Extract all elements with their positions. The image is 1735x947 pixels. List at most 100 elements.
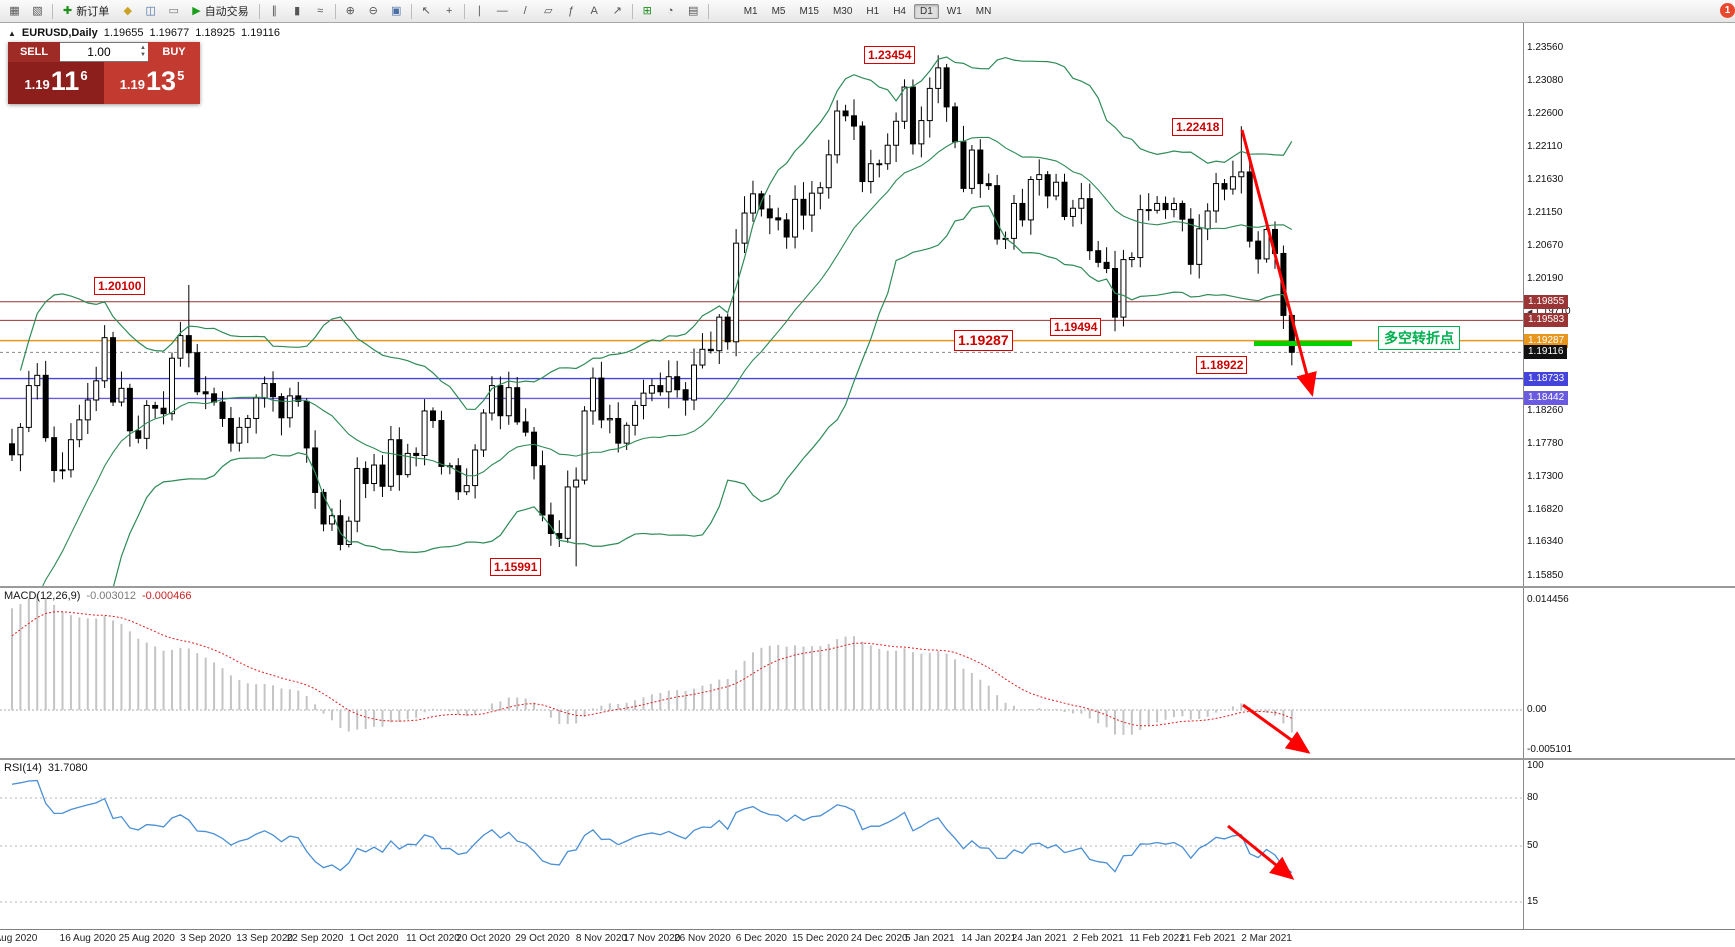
- turning-point-zone[interactable]: [1254, 341, 1352, 346]
- new-order-button[interactable]: ✚ 新订单: [56, 1, 116, 21]
- notification-badge[interactable]: 1: [1720, 3, 1735, 18]
- arrows-icon: ↗: [612, 4, 622, 17]
- candle: [413, 447, 420, 467]
- scale-label: 1.20670: [1527, 239, 1564, 251]
- candlestick-icon[interactable]: ▮: [286, 1, 309, 21]
- navigator-icon[interactable]: ▭: [162, 1, 185, 21]
- buy-button[interactable]: BUY: [148, 42, 200, 62]
- candle: [968, 145, 975, 194]
- toolbar: ▦ ▧ ✚ 新订单 ◆ ◫ ▭ ▶ 自动交易 ∥ ▮ ≈ ⊕ ⊖ ▣ ↖ + ∣ ― / ▱ ƒ A ↗ ⊞ ◔ ▤ M1 M5 M15…: [0, 0, 1735, 23]
- pane-splitter-rsi[interactable]: [0, 758, 1735, 760]
- scale-label: 1.21630: [1527, 174, 1564, 186]
- timeframe-d1[interactable]: D1: [914, 3, 939, 19]
- candle: [472, 444, 479, 499]
- lot-spinner-down-icon[interactable]: ▼: [139, 52, 146, 58]
- price-annotation[interactable]: 1.19287: [954, 330, 1013, 351]
- vertical-line-icon[interactable]: ∣: [468, 1, 491, 21]
- sell-price-tile[interactable]: 1.19 11 6: [8, 62, 104, 104]
- collapse-one-click-icon[interactable]: ▲: [8, 28, 16, 38]
- lot-size-input[interactable]: [60, 44, 138, 60]
- date-label: 8 Nov 2020: [575, 933, 627, 944]
- data-window-icon[interactable]: ◫: [139, 1, 162, 21]
- zoom-in-icon[interactable]: ⊕: [339, 1, 362, 21]
- horizontal-line-icon[interactable]: ―: [491, 1, 514, 21]
- candle: [1255, 231, 1262, 274]
- timeframe-w1[interactable]: W1: [946, 5, 962, 17]
- templates-icon[interactable]: ▤: [682, 1, 705, 21]
- channel-icon[interactable]: ▱: [537, 1, 560, 21]
- candle: [211, 387, 218, 406]
- timeframe-m15[interactable]: M15: [799, 5, 819, 17]
- vertical-line-icon: ∣: [476, 4, 482, 17]
- date-label: 3 Sep 2020: [180, 933, 232, 944]
- date-label: 2 Aug 2020: [0, 933, 38, 944]
- cursor-icon[interactable]: ↖: [415, 1, 438, 21]
- rsi-trend-arrow[interactable]: [1227, 824, 1295, 880]
- candle: [1036, 159, 1043, 196]
- tile-windows-icon[interactable]: ▣: [385, 1, 408, 21]
- sell-button[interactable]: SELL: [8, 42, 60, 62]
- candle: [1238, 126, 1245, 194]
- toolbar-separator: [334, 3, 336, 19]
- zoom-out-icon[interactable]: ⊖: [362, 1, 385, 21]
- timeframes-dropdown-icon[interactable]: ◔: [659, 1, 682, 21]
- line-chart-icon[interactable]: ≈: [309, 1, 332, 21]
- macd-pane[interactable]: [0, 588, 1523, 758]
- price-annotation[interactable]: 1.20100: [94, 277, 146, 296]
- candle: [270, 371, 277, 412]
- candle: [160, 391, 167, 425]
- bar-chart-icon[interactable]: ∥: [263, 1, 286, 21]
- candle: [918, 106, 925, 158]
- macd-trend-arrow[interactable]: [1242, 703, 1311, 754]
- buy-price-tile[interactable]: 1.19 13 5: [104, 62, 200, 104]
- date-label: 5 Jan 2021: [905, 933, 955, 944]
- new-chart-icon: ▦: [9, 4, 20, 17]
- profiles-icon[interactable]: ▧: [26, 1, 49, 21]
- candle: [1019, 188, 1026, 227]
- candle: [118, 371, 125, 407]
- line-chart-icon: ≈: [317, 4, 324, 17]
- timeframe-m30[interactable]: M30: [832, 5, 853, 17]
- candle: [194, 344, 201, 396]
- macd-signal-line: [11, 611, 1293, 727]
- lot-spinner-up-icon[interactable]: ▲: [139, 45, 146, 51]
- new-chart-icon[interactable]: ▦: [3, 1, 26, 21]
- data-window-icon: ◫: [145, 4, 156, 17]
- rsi-pane[interactable]: [0, 760, 1523, 928]
- timeframe-mn[interactable]: MN: [975, 5, 992, 17]
- trendline-icon[interactable]: /: [514, 1, 537, 21]
- turning-point-text-annotation[interactable]: 多空转折点: [1378, 326, 1460, 350]
- candle: [589, 367, 596, 425]
- price-annotation[interactable]: 1.23454: [864, 46, 916, 65]
- trend-arrow-down[interactable]: [1240, 129, 1317, 397]
- arrows-icon[interactable]: ↗: [606, 1, 629, 21]
- timeframe-h4[interactable]: H4: [893, 5, 906, 17]
- main-chart-pane[interactable]: [0, 22, 1523, 586]
- candle: [286, 387, 293, 428]
- price-annotation[interactable]: 1.22418: [1172, 118, 1224, 137]
- price-annotation[interactable]: 1.15991: [490, 558, 542, 577]
- scale-label: 0.014456: [1527, 594, 1569, 605]
- autotrading-button[interactable]: ▶ 自动交易: [185, 1, 255, 21]
- timeframe-m5[interactable]: M5: [771, 5, 786, 17]
- price-annotation[interactable]: 1.18922: [1196, 356, 1248, 375]
- candle: [758, 190, 765, 217]
- candle: [362, 461, 369, 499]
- candle: [699, 333, 706, 369]
- timeframe-m1[interactable]: M1: [743, 5, 758, 17]
- indicators-icon[interactable]: ⊞: [636, 1, 659, 21]
- price-scale-divider[interactable]: [1523, 22, 1524, 946]
- text-icon[interactable]: A: [583, 1, 606, 21]
- fibonacci-icon[interactable]: ƒ: [560, 1, 583, 21]
- timeframe-h1[interactable]: H1: [866, 5, 880, 17]
- crosshair-icon[interactable]: +: [438, 1, 461, 21]
- candle: [1263, 222, 1270, 263]
- ohlc-high: 1.19677: [149, 27, 190, 39]
- market-watch-icon[interactable]: ◆: [116, 1, 139, 21]
- candle: [640, 379, 647, 420]
- macd-histogram: [11, 594, 1293, 735]
- price-annotation[interactable]: 1.19494: [1050, 318, 1102, 337]
- pane-splitter-macd[interactable]: [0, 586, 1735, 588]
